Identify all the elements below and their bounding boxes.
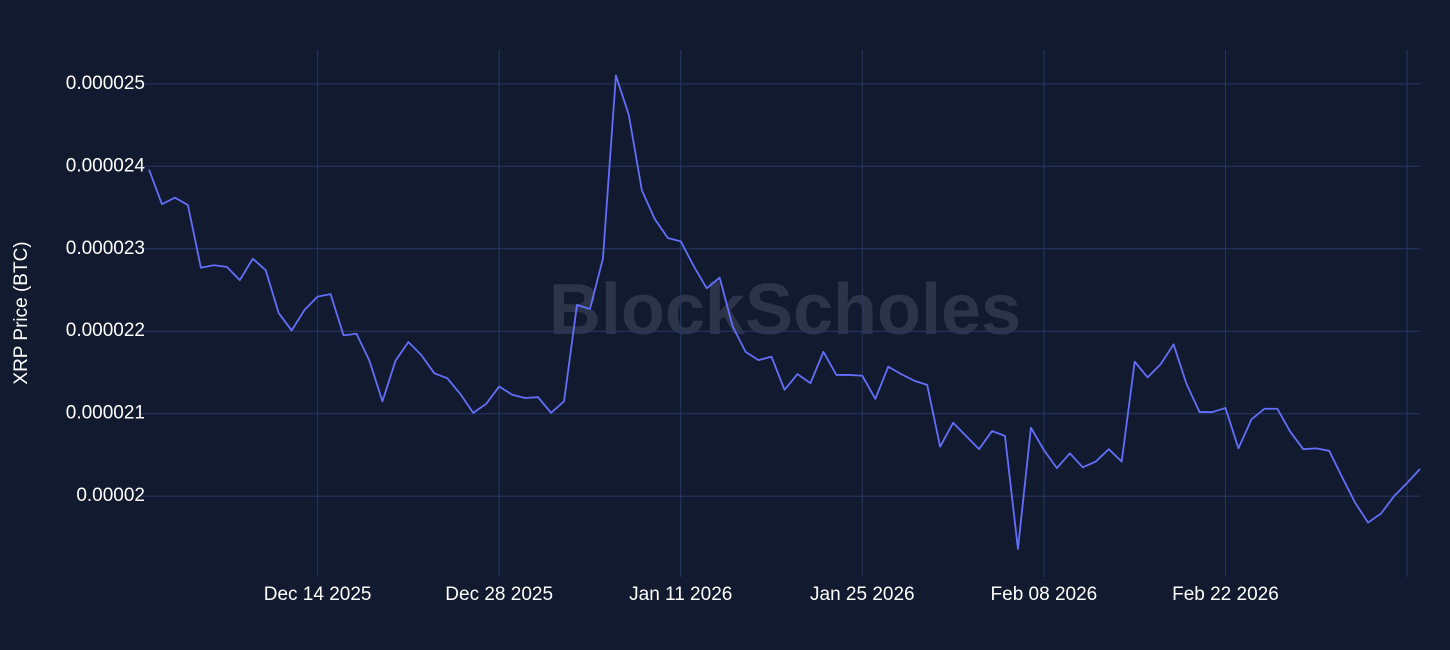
y-tick-label: 0.000024 (66, 155, 146, 176)
price-line (148, 74, 1421, 550)
x-tick-label: Dec 28 2025 (445, 584, 553, 605)
y-tick-label: 0.000022 (66, 320, 145, 341)
x-tick-label: Dec 14 2025 (264, 584, 372, 605)
y-tick-label: 0.000021 (66, 403, 145, 424)
x-tick-label: Jan 25 2026 (810, 584, 915, 605)
y-axis-label: XRP Price (BTC) (11, 241, 32, 384)
x-tick-label: Feb 08 2026 (991, 584, 1098, 605)
y-tick-label: 0.000025 (66, 73, 145, 94)
x-tick-label: Feb 22 2026 (1172, 584, 1279, 605)
x-tick-label: Jan 11 2026 (629, 584, 732, 605)
y-tick-label: 0.00002 (76, 485, 145, 506)
watermark: BlockScholes (549, 270, 1021, 350)
y-tick-label: 0.000023 (66, 238, 145, 259)
